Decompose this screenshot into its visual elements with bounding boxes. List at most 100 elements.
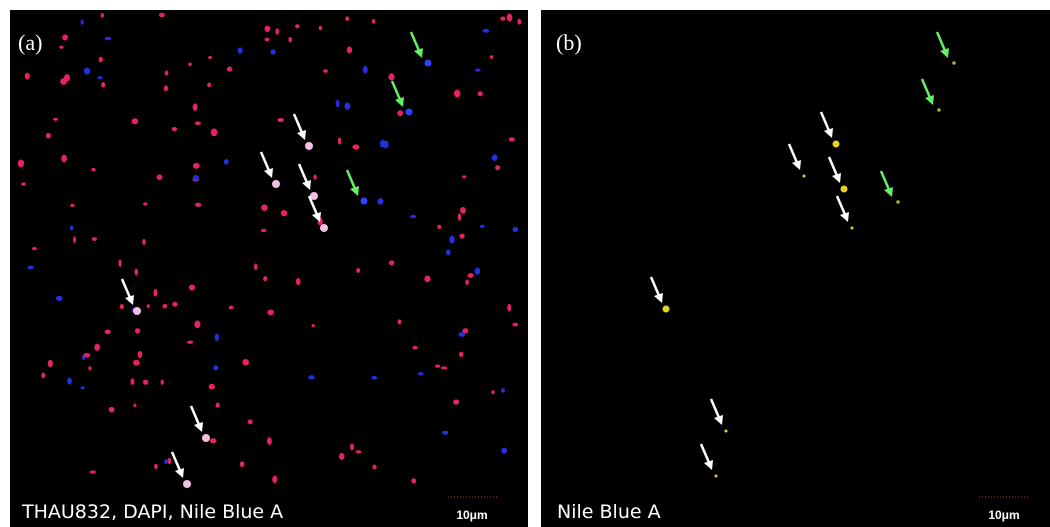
cell <box>453 89 461 98</box>
cell <box>104 329 111 335</box>
cell <box>210 128 218 137</box>
cell <box>508 137 515 142</box>
cell <box>160 379 164 385</box>
cell <box>507 303 512 312</box>
cell <box>360 197 368 205</box>
cell <box>371 376 378 380</box>
cell <box>377 198 384 205</box>
cell <box>223 159 229 165</box>
cell <box>417 372 424 376</box>
cell <box>295 277 301 286</box>
cell <box>207 82 212 87</box>
cell <box>194 121 201 126</box>
cell <box>133 403 137 408</box>
cell <box>213 365 219 371</box>
arrow-head <box>312 212 321 222</box>
arrow-head <box>414 48 423 58</box>
cell <box>337 137 342 145</box>
cell <box>355 450 362 454</box>
cell <box>70 203 75 207</box>
cell <box>397 110 404 117</box>
arrow-head <box>704 460 713 470</box>
cell <box>308 375 315 380</box>
cell <box>335 99 340 108</box>
cell <box>277 117 284 123</box>
arrow-head <box>350 186 359 196</box>
cell <box>73 236 77 244</box>
arrow-head <box>714 415 723 425</box>
cell <box>264 25 271 33</box>
cell <box>491 390 495 395</box>
panel-caption: THAU832, DAPI, Nile Blue A <box>21 501 283 523</box>
cell <box>506 13 513 22</box>
cell <box>21 182 26 186</box>
cell <box>440 366 448 370</box>
cell <box>228 305 234 310</box>
panel-caption: Nile Blue A <box>557 501 661 523</box>
cell <box>202 434 210 442</box>
cell <box>192 103 198 111</box>
cell <box>280 209 288 217</box>
arrow-head <box>302 180 311 190</box>
cell <box>133 307 141 315</box>
cell <box>263 275 268 282</box>
cell <box>437 224 442 229</box>
cell <box>83 67 91 75</box>
spot <box>952 61 956 65</box>
cell <box>214 333 219 342</box>
cell <box>458 332 466 337</box>
cell <box>311 324 315 328</box>
cell <box>172 301 178 307</box>
cell <box>305 142 313 150</box>
scale-label: 10μm <box>988 508 1019 522</box>
cell <box>91 237 97 241</box>
cell <box>489 55 494 59</box>
cell <box>31 247 38 251</box>
cell <box>130 378 135 385</box>
cell <box>397 319 402 325</box>
cell <box>477 91 483 97</box>
cell <box>288 37 292 43</box>
cell <box>188 284 196 291</box>
cell <box>134 328 141 334</box>
cell <box>242 358 250 366</box>
scale-label: 10μm <box>456 508 487 522</box>
cell <box>100 12 104 18</box>
cell <box>119 303 124 310</box>
cell <box>83 353 91 358</box>
cell <box>153 288 158 297</box>
cell <box>101 82 106 88</box>
cell <box>247 419 253 425</box>
cell <box>465 279 469 285</box>
cell <box>501 388 505 393</box>
cell <box>372 464 377 470</box>
cell <box>475 68 481 72</box>
cell <box>53 117 59 121</box>
cell <box>495 165 501 171</box>
cell <box>163 85 169 92</box>
cell <box>69 225 74 231</box>
cell <box>143 202 148 206</box>
cell <box>183 480 191 488</box>
cell <box>164 70 169 76</box>
arrow-head <box>654 293 663 303</box>
cell <box>512 322 519 327</box>
cell <box>318 25 323 31</box>
cell <box>501 447 508 454</box>
cell <box>88 366 92 371</box>
cell <box>380 139 386 148</box>
cell <box>208 56 213 60</box>
cell <box>254 263 258 271</box>
arrow-head <box>840 212 849 222</box>
cell <box>146 304 150 309</box>
arrow-head <box>264 168 273 178</box>
cell <box>445 249 451 256</box>
cell <box>457 213 462 221</box>
cell <box>188 62 192 66</box>
cell <box>453 399 460 405</box>
cell <box>344 102 351 110</box>
cell <box>97 76 103 80</box>
cell <box>412 345 418 350</box>
cell <box>267 309 274 316</box>
